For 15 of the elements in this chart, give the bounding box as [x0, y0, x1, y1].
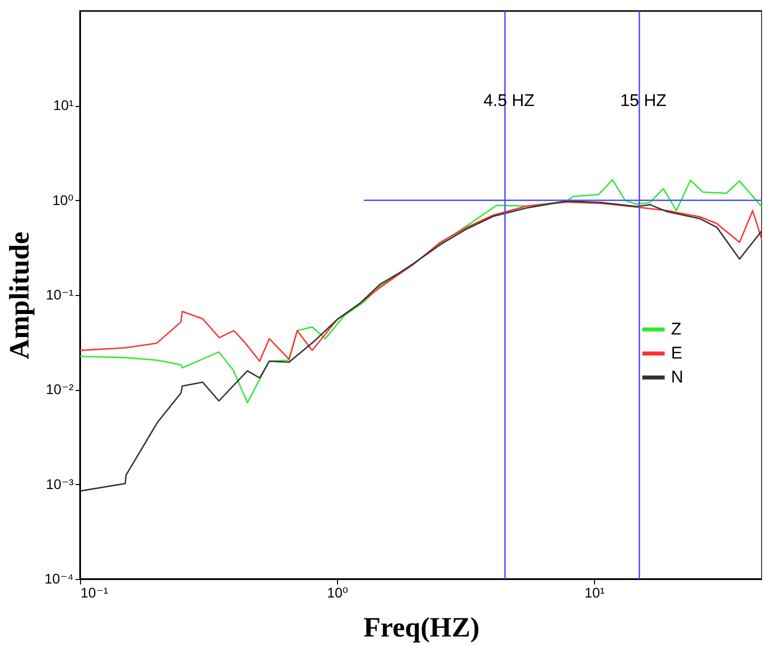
x-axis-title: Freq(HZ)	[363, 612, 480, 644]
y-tick-label: 10⁰	[52, 192, 74, 208]
y-tick-label: 10⁻³	[46, 476, 74, 492]
x-tick-label: 10⁻¹	[80, 584, 108, 600]
y-axis-title: Amplitude	[4, 232, 36, 360]
x-tick-label: 10¹	[584, 584, 606, 600]
x-tick-label: 10⁰	[326, 584, 349, 600]
y-tick-label: 10⁻²	[46, 381, 74, 398]
legend-label: E	[671, 344, 682, 362]
y-tick-label: 10⁻⁴	[44, 570, 74, 586]
legend-label: N	[671, 368, 684, 386]
y-tick-label: 10¹	[53, 97, 74, 114]
legend-label: Z	[671, 320, 682, 338]
ref-line-label: 15 HZ	[620, 91, 667, 110]
y-tick-label: 10⁻¹	[46, 286, 74, 302]
